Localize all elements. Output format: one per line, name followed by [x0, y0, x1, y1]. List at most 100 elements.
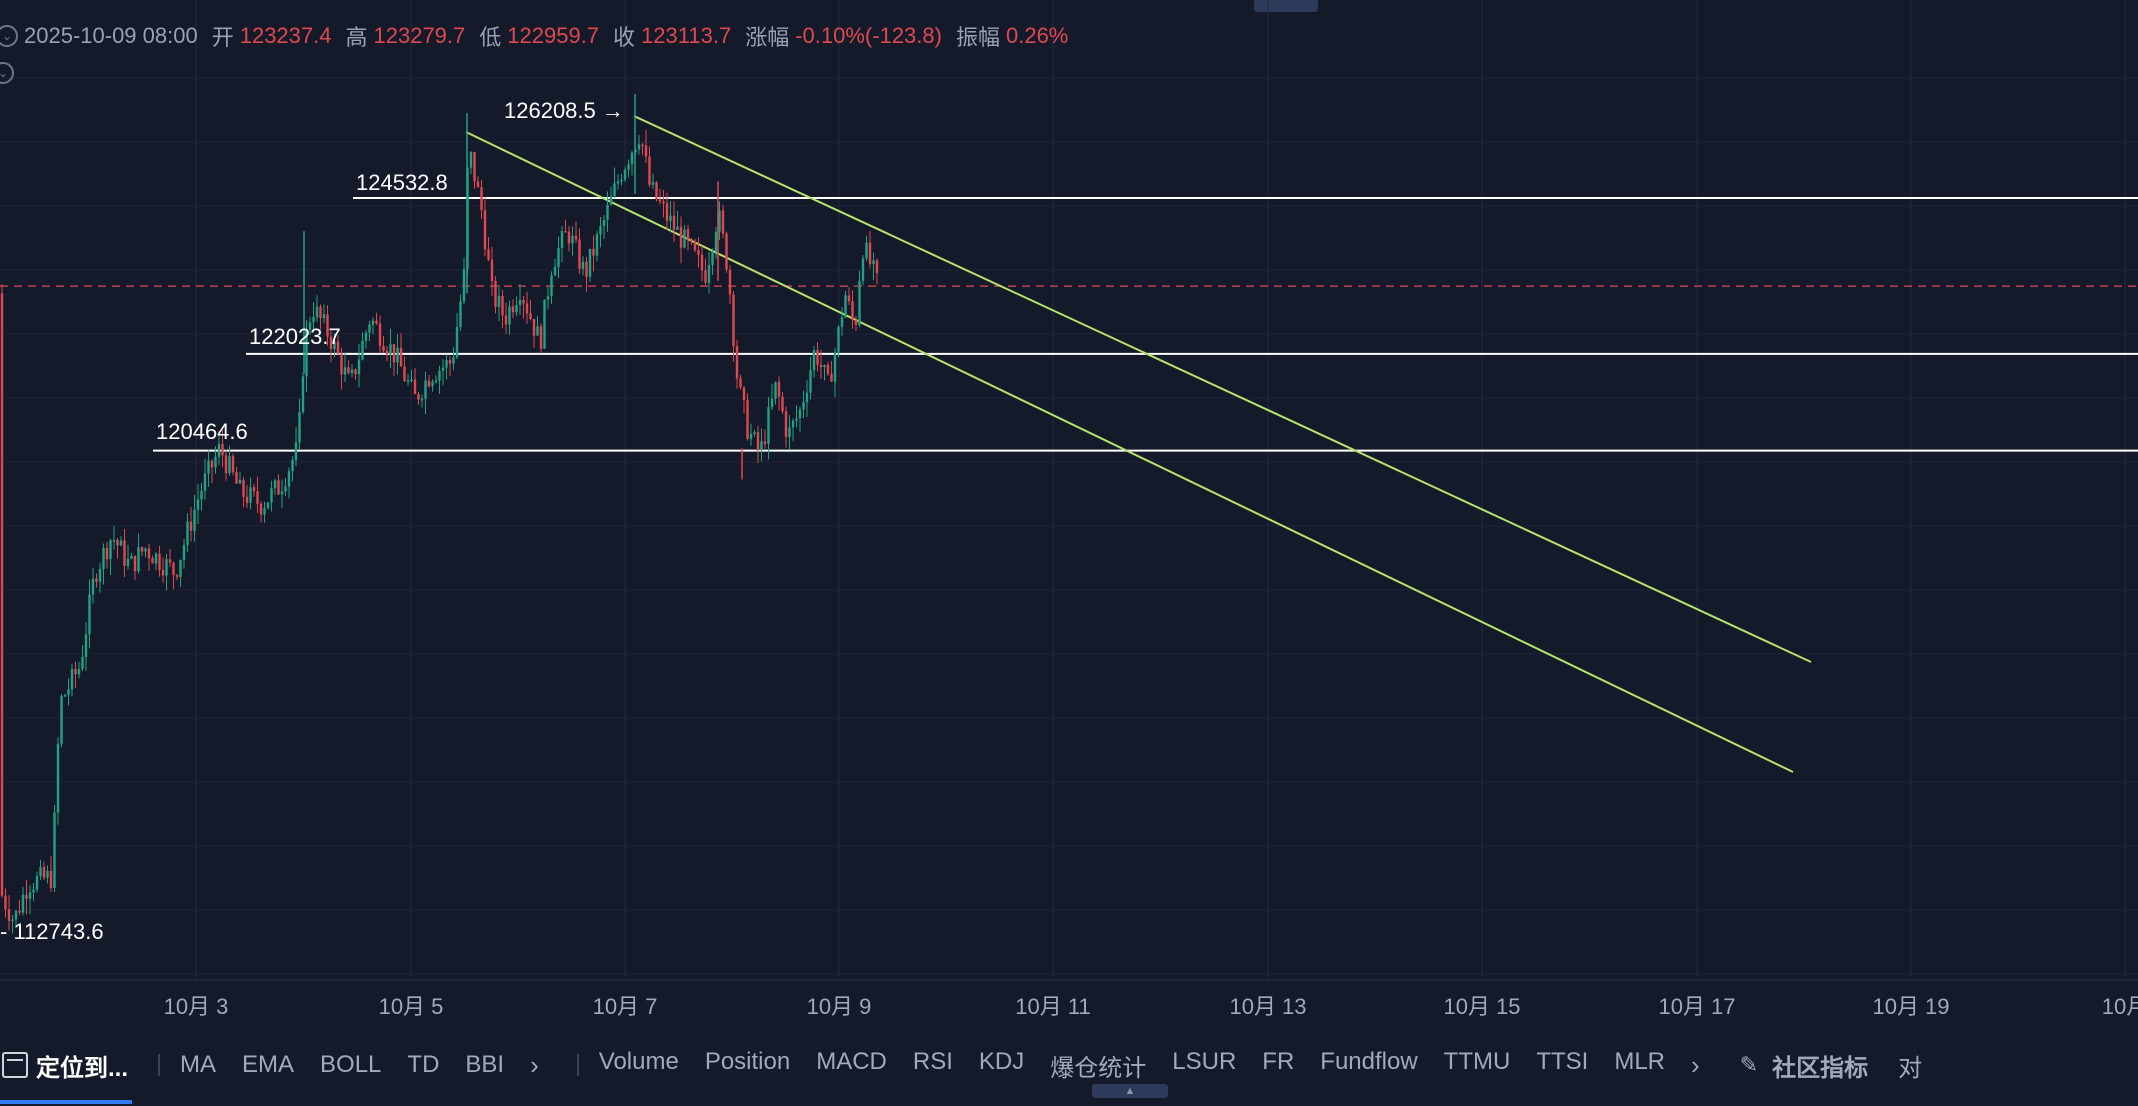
candle-body	[630, 152, 634, 165]
candle-body	[669, 215, 672, 221]
price-chart[interactable]: 10月 3 10月 5 10月 7 10月 9 10月 11 10月 13 10月 15 10…	[0, 0, 2138, 1036]
candle-body	[424, 380, 427, 399]
candle-body	[287, 471, 291, 487]
collapse-toggle-icon[interactable]: ⌄	[0, 25, 18, 47]
candle-body	[851, 301, 854, 321]
candle-body	[494, 281, 497, 307]
candle-body	[854, 320, 858, 325]
chevron-right-icon[interactable]: ›	[530, 1049, 539, 1080]
locate-button[interactable]: 定位到...	[36, 1054, 129, 1082]
candle-body	[200, 490, 203, 500]
candle-body	[249, 487, 252, 503]
sub-indicator-lsur[interactable]: LSUR	[1172, 1047, 1237, 1075]
candle-body	[847, 295, 851, 302]
candle-body	[312, 317, 315, 323]
candle-body	[389, 344, 392, 355]
candle-body	[816, 350, 819, 365]
x-tick-label: 10月	[2102, 994, 2138, 1019]
candle-body	[501, 295, 504, 316]
candle-body	[868, 242, 872, 265]
candle-body	[109, 540, 112, 560]
candle-body	[158, 553, 161, 570]
candle-body	[280, 491, 284, 495]
candle-body	[151, 558, 154, 564]
candle-body	[473, 152, 476, 182]
sub-indicator-kdj[interactable]: KDJ	[978, 1047, 1025, 1075]
candle-body	[683, 229, 686, 248]
indicator-ma[interactable]: MA	[180, 1051, 217, 1078]
candle-body	[49, 870, 53, 889]
candle-body	[235, 472, 238, 484]
candle-body	[872, 260, 875, 265]
candle-body	[483, 210, 487, 250]
sub-indicator-fr[interactable]: FR	[1262, 1047, 1295, 1075]
cutoff-item[interactable]: 对	[1898, 1054, 1923, 1082]
community-indicators-button[interactable]: 社区指标	[1772, 1054, 1869, 1082]
edit-icon[interactable]: ✎	[1739, 1052, 1759, 1077]
x-tick-label: 10月 9	[807, 994, 872, 1019]
sub-indicator-macd[interactable]: MACD	[816, 1047, 887, 1075]
candle-body	[46, 870, 49, 878]
candle-body	[326, 314, 329, 337]
candle-body	[39, 867, 42, 877]
candle-body	[595, 234, 599, 256]
sub-indicator-rsi[interactable]: RSI	[912, 1047, 953, 1075]
candle-body	[0, 293, 4, 896]
candle-body	[606, 204, 609, 220]
sub-indicator-fundflow[interactable]: Fundflow	[1320, 1047, 1418, 1075]
indicator-bbi[interactable]: BBI	[465, 1051, 505, 1078]
candle-body	[578, 239, 581, 269]
level-label-1: 124532.8	[356, 170, 448, 195]
candle-body	[819, 364, 823, 368]
open-label: 开	[211, 25, 234, 50]
indicator-boll[interactable]: BOLL	[320, 1051, 382, 1078]
candle-body	[641, 144, 644, 146]
indicator-toggle-icon[interactable]: ⌄	[0, 62, 14, 84]
candle-body	[567, 231, 571, 244]
sub-indicator-position[interactable]: Position	[704, 1047, 791, 1075]
candle-body	[231, 456, 235, 473]
candle-body	[116, 539, 119, 546]
candle-body	[728, 269, 732, 295]
sub-indicator-volume[interactable]: Volume	[598, 1047, 679, 1075]
candle-body	[739, 378, 742, 388]
candle-body	[172, 562, 175, 576]
low-value: 122959.7	[507, 23, 600, 48]
candle-body	[686, 229, 690, 240]
candle-body	[497, 295, 501, 307]
sub-indicator-爆仓统计[interactable]: 爆仓统计	[1050, 1054, 1147, 1082]
candle-body	[522, 299, 525, 304]
chevron-right-icon[interactable]: ›	[1691, 1049, 1700, 1080]
candle-body	[833, 352, 837, 382]
candle-body	[11, 919, 14, 922]
candle-body	[147, 548, 151, 559]
calendar-icon[interactable]	[2, 1052, 28, 1078]
sub-indicator-ttmu[interactable]: TTMU	[1443, 1047, 1511, 1075]
candle-body	[455, 327, 459, 358]
candle-body	[140, 547, 144, 552]
candle-body	[480, 187, 483, 211]
candle-body	[4, 895, 7, 910]
candle-body	[749, 433, 753, 439]
panel-resize-handle[interactable]: ▲	[1092, 1084, 1168, 1098]
candle-body	[613, 183, 616, 197]
sub-indicator-mlr[interactable]: MLR	[1614, 1047, 1665, 1075]
candle-body	[284, 486, 287, 492]
indicator-ema[interactable]: EMA	[242, 1051, 295, 1078]
candle-body	[753, 432, 756, 434]
indicator-td[interactable]: TD	[407, 1051, 440, 1078]
candle-body	[413, 379, 417, 395]
candle-body	[767, 407, 770, 444]
candle-body	[823, 365, 826, 368]
candle-body	[343, 367, 347, 375]
candle-body	[154, 553, 158, 564]
candle-body	[770, 398, 774, 408]
candle-body	[21, 894, 25, 913]
candle-body	[532, 319, 536, 336]
candle-body	[504, 315, 508, 325]
candle-body	[277, 480, 280, 495]
candle-body	[844, 295, 847, 318]
top-panel-tab[interactable]	[1254, 0, 1318, 12]
x-tick-label: 10月 5	[379, 994, 444, 1019]
sub-indicator-ttsi[interactable]: TTSI	[1536, 1047, 1589, 1075]
